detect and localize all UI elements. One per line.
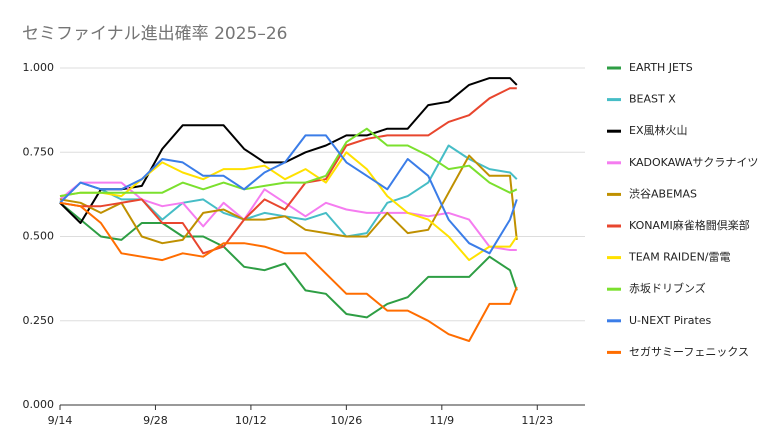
legend-label: セガサミーフェニックス <box>629 345 749 358</box>
x-tick-label: 10/12 <box>235 414 267 427</box>
x-tick-label: 11/23 <box>521 414 553 427</box>
series-line <box>59 154 518 245</box>
y-tick-label: 0.500 <box>23 230 55 243</box>
series-line <box>59 181 517 251</box>
x-tick-label: 11/9 <box>429 414 454 427</box>
legend-label: TEAM RAIDEN/雷電 <box>628 251 731 264</box>
legend-label: 赤坂ドリブンズ <box>629 281 706 295</box>
legend-label: EX風林火山 <box>629 123 688 137</box>
series-line <box>59 127 518 198</box>
series-line <box>59 77 518 224</box>
x-tick-label: 10/26 <box>331 414 363 427</box>
x-tick-label: 9/28 <box>143 414 168 427</box>
y-tick-label: 1.000 <box>23 61 55 74</box>
chart-title: セミファイナル進出確率 2025–26 <box>22 24 287 44</box>
legend-label: BEAST X <box>629 93 676 106</box>
legend-label: KONAMI麻雀格闘倶楽部 <box>629 218 750 232</box>
series-line <box>59 151 518 262</box>
legend-label: 渋谷ABEMAS <box>629 187 697 200</box>
legend-label: EARTH JETS <box>629 61 693 74</box>
series-line <box>59 87 517 255</box>
legend-label: KADOKAWAサクラナイツ <box>629 156 758 169</box>
series-line <box>59 201 518 342</box>
y-tick-label: 0.750 <box>23 145 55 158</box>
x-tick-label: 9/14 <box>48 414 73 427</box>
series-line <box>59 134 518 255</box>
series-line <box>59 202 518 319</box>
y-tick-label: 0.000 <box>23 398 55 411</box>
y-tick-label: 0.250 <box>23 314 55 327</box>
legend-label: U-NEXT Pirates <box>629 314 712 327</box>
